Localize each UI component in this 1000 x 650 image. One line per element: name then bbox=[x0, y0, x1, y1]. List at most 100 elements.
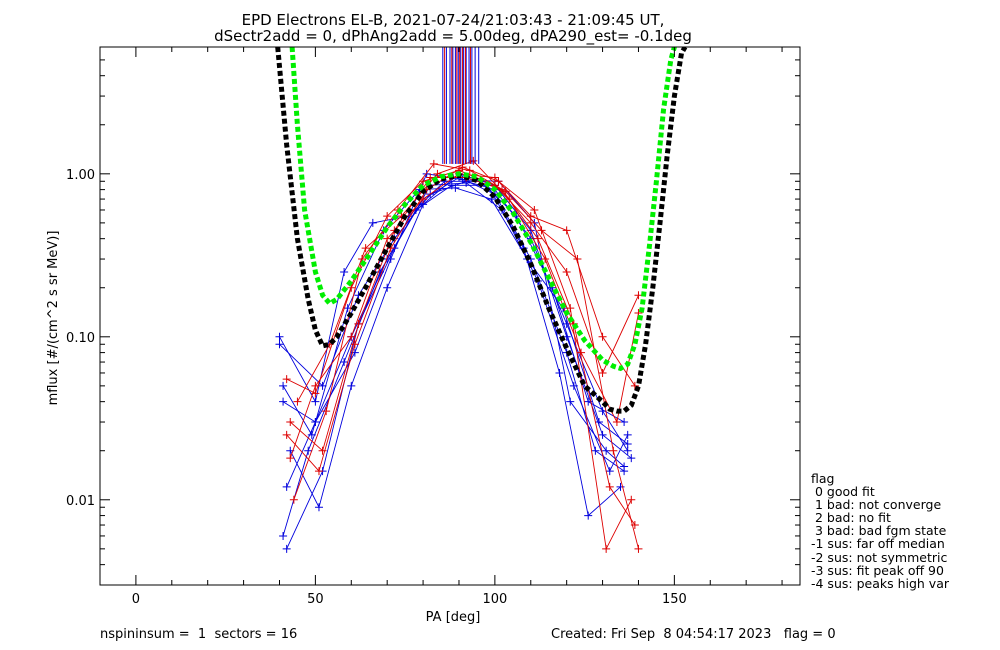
data-point bbox=[620, 462, 629, 471]
y-tick-label: 1.00 bbox=[66, 168, 95, 183]
data-point bbox=[340, 358, 349, 367]
data-point bbox=[347, 381, 356, 390]
data-point bbox=[386, 255, 395, 264]
data-point bbox=[623, 439, 632, 448]
data-point bbox=[602, 544, 611, 553]
legend-item: 0 good fit bbox=[811, 484, 875, 500]
peak-vertical-lines bbox=[442, 47, 480, 164]
data-point bbox=[282, 544, 291, 553]
data-point bbox=[311, 381, 320, 390]
y-tick-label: 0.10 bbox=[66, 331, 95, 346]
data-point bbox=[602, 446, 611, 455]
data-traces bbox=[275, 156, 643, 553]
chart-title-line2: dSectr2add = 0, dPhAng2add = 5.00deg, dP… bbox=[214, 27, 692, 46]
data-point bbox=[350, 340, 359, 349]
data-point bbox=[577, 348, 586, 357]
plot-frame bbox=[99, 46, 801, 586]
data-point bbox=[426, 173, 435, 182]
legend-item: -3 sus: fit peak off 90 bbox=[811, 562, 944, 578]
legend-item: 3 bad: bad fgm state bbox=[811, 523, 947, 539]
data-point bbox=[361, 244, 370, 253]
data-point bbox=[429, 159, 438, 168]
data-point bbox=[279, 531, 288, 540]
y-axis-label: mflux [#/(cm^2 s sr MeV)] bbox=[46, 231, 61, 406]
trace-line bbox=[289, 173, 632, 509]
data-point bbox=[275, 332, 284, 341]
data-point bbox=[584, 511, 593, 520]
data-point bbox=[340, 267, 349, 276]
footer-settings: nspininsum = 1 sectors = 16 bbox=[100, 627, 298, 642]
data-point bbox=[289, 495, 298, 504]
data-point bbox=[612, 418, 621, 427]
flag-legend: flag 0 good fit 1 bad: not converge 2 ba… bbox=[811, 472, 949, 590]
x-tick-label: 0 bbox=[132, 592, 140, 607]
data-point bbox=[555, 368, 564, 377]
data-point bbox=[526, 218, 535, 227]
legend-item: -4 sus: peaks high var bbox=[811, 575, 950, 591]
legend-title: flag bbox=[811, 471, 835, 486]
data-point bbox=[307, 430, 316, 439]
legend-item: -2 sus: not symmetric bbox=[811, 549, 948, 565]
data-point bbox=[279, 397, 288, 406]
footer-created: Created: Fri Sep 8 04:54:17 2023 flag = … bbox=[551, 627, 836, 642]
data-point bbox=[275, 340, 284, 349]
data-point bbox=[322, 407, 331, 416]
data-point bbox=[383, 283, 392, 292]
data-point bbox=[314, 503, 323, 512]
trace-line bbox=[293, 163, 639, 549]
data-point bbox=[383, 212, 392, 221]
data-point bbox=[616, 482, 625, 491]
fit-curve bbox=[275, 47, 688, 414]
x-axis-label: PA [deg] bbox=[426, 610, 481, 625]
trace-line bbox=[286, 169, 639, 394]
data-point bbox=[433, 169, 442, 178]
data-point bbox=[598, 368, 607, 377]
data-point bbox=[282, 375, 291, 384]
data-point bbox=[368, 218, 377, 227]
data-point bbox=[286, 418, 295, 427]
trace-line bbox=[279, 180, 629, 451]
x-tick-label: 100 bbox=[482, 592, 507, 607]
data-point bbox=[562, 226, 571, 235]
data-point bbox=[609, 446, 618, 455]
data-point bbox=[451, 183, 460, 192]
data-point bbox=[598, 430, 607, 439]
data-point bbox=[347, 332, 356, 341]
data-point bbox=[634, 544, 643, 553]
fit-curve bbox=[289, 47, 677, 372]
legend-item: 2 bad: no fit bbox=[811, 510, 891, 526]
data-point bbox=[591, 446, 600, 455]
data-point bbox=[598, 332, 607, 341]
data-point bbox=[569, 381, 578, 390]
data-point bbox=[526, 212, 535, 221]
fit-curves bbox=[275, 47, 688, 414]
data-point bbox=[279, 381, 288, 390]
data-point bbox=[627, 495, 636, 504]
data-point bbox=[530, 205, 539, 214]
data-point bbox=[566, 397, 575, 406]
data-point bbox=[422, 169, 431, 178]
data-point bbox=[314, 467, 323, 476]
data-point bbox=[620, 418, 629, 427]
data-point bbox=[533, 234, 542, 243]
data-point bbox=[605, 482, 614, 491]
data-point bbox=[627, 454, 636, 463]
data-point bbox=[286, 454, 295, 463]
data-point bbox=[562, 267, 571, 276]
legend-item: -1 sus: far off median bbox=[811, 536, 945, 552]
chart-title-line1: EPD Electrons EL-B, 2021-07-24/21:03:43 … bbox=[242, 11, 665, 29]
data-point bbox=[505, 195, 514, 204]
data-point bbox=[304, 446, 313, 455]
data-point bbox=[623, 446, 632, 455]
data-point bbox=[282, 482, 291, 491]
trace-line bbox=[290, 177, 636, 526]
data-point bbox=[490, 173, 499, 182]
data-point bbox=[541, 255, 550, 264]
legend-item: 1 bad: not converge bbox=[811, 497, 942, 513]
data-point bbox=[605, 467, 614, 476]
x-tick-label: 150 bbox=[662, 592, 687, 607]
data-point bbox=[623, 430, 632, 439]
data-point bbox=[311, 397, 320, 406]
data-point bbox=[311, 418, 320, 427]
